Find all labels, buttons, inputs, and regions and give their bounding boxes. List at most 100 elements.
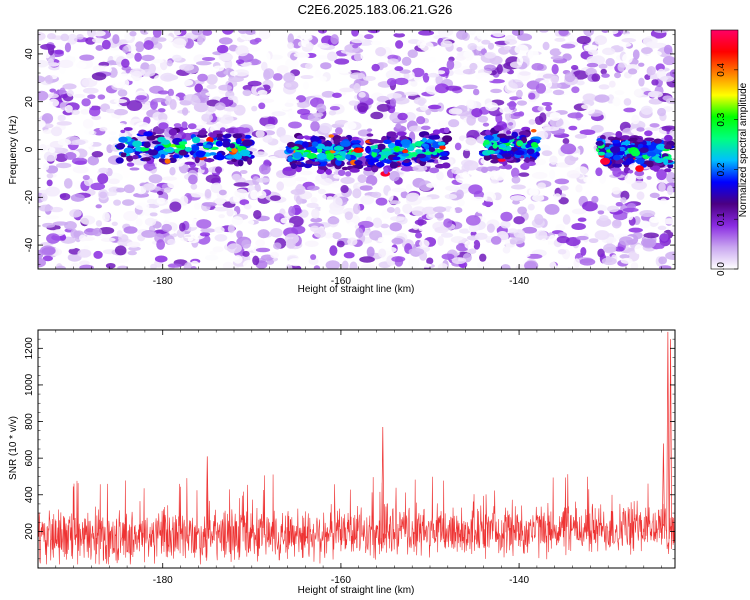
spectrogram-cell [331,180,342,189]
spectrogram-cell [371,63,380,72]
spectrogram-cell [98,226,115,235]
spectrogram-signal-cell [618,146,626,152]
spectrogram-cell [108,178,120,185]
spectrogram-cell [173,133,182,140]
spectrogram-signal-cell [354,159,363,166]
spectrogram-cell [71,109,80,115]
spectrogram-cell [59,193,71,201]
spectrogram-cell [542,41,550,51]
spectrogram-x-tick-label: -140 [509,276,529,287]
spectrogram-cell [666,185,674,196]
spectrogram-cell [79,264,94,269]
spectrogram-signal-cell [628,169,634,174]
spectrogram-cell [401,56,412,67]
spectrogram-signal-cell [366,133,374,137]
spectrogram-cell [288,206,296,217]
spectrogram-signal-cell [402,149,409,154]
spectrogram-cell [157,108,166,113]
spectrogram-cell [255,247,271,253]
spectrogram-signal-cell [132,140,143,148]
spectrogram-cell [38,60,49,68]
spectrogram-cell [434,226,449,234]
spectrogram-cell [190,183,198,190]
spectrogram-cell [448,108,463,115]
spectrogram-cell [38,177,47,188]
spectrogram-cell [116,187,126,193]
spectrogram-cell [408,247,425,256]
spectrogram-cell [511,176,521,184]
spectrogram-cell [379,96,389,101]
spectrogram-cell [91,115,102,121]
snr-y-tick-label: 400 [24,486,35,503]
spectrogram-x-tick-label: -160 [331,276,351,287]
spectrogram-cell [214,234,228,242]
spectrogram-cell [553,264,569,269]
spectrogram-cell [466,115,476,126]
spectrogram-cell [527,49,539,60]
spectrogram-cell [519,71,531,76]
spectrogram-cell [242,250,250,257]
spectrogram-cell [60,94,68,99]
spectrogram-y-ticks: -40 -20 0 20 40 [24,34,675,265]
spectrogram-cell [649,192,660,199]
spectrogram-signal-cell [135,146,143,152]
spectrogram-signal-cell [369,139,381,144]
spectrogram-cell [438,119,451,129]
spectrogram-cell [113,108,129,116]
spectrogram-cell [261,61,268,72]
spectrogram-signal-cell [232,133,243,139]
spectrogram-cell [380,223,390,229]
spectrogram-cell [624,173,637,185]
spectrogram-signal-cell [203,158,215,163]
spectrogram-cell [503,45,512,51]
spectrogram-cell [456,30,468,40]
spectrogram-cell [314,69,322,78]
spectrogram-cell [212,65,225,72]
spectrogram-cell [485,166,500,172]
spectrogram-cell [114,256,129,263]
spectrogram-cell [580,247,587,256]
spectrogram-cell [514,44,529,55]
spectrogram-cell [365,210,381,217]
spectrogram-cell [93,250,103,259]
spectrogram-cell [328,207,344,215]
spectrogram-cell [123,184,135,194]
colorbar-tick-label: 0.0 [716,262,727,276]
spectrogram-cell [583,44,599,50]
spectrogram-cell [91,151,104,158]
spectrogram-cell [64,104,73,113]
spectrogram-signal-cell [649,165,661,171]
spectrogram-signal-cell [164,158,171,164]
spectrogram-cell [205,174,221,184]
spectrogram-cell [618,42,632,48]
spectrogram-cell [462,144,473,151]
spectrogram-cell [614,72,622,79]
spectrogram-cell [507,228,518,234]
spectrogram-cell [117,89,128,97]
spectrogram-cell [418,226,435,233]
spectrogram-cell [276,64,289,74]
spectrogram-cell [408,125,423,132]
spectrogram-cell [126,100,143,111]
spectrogram-cell [169,98,177,110]
spectrogram-signal-cell [504,135,515,140]
spectrogram-cell [154,255,168,263]
spectrogram-cell [622,207,639,213]
spectrogram-signal-cell [437,141,446,146]
spectrogram-cell [236,230,243,239]
spectrogram-cell [180,195,189,206]
spectrogram-cell [349,261,358,269]
spectrogram-cell [411,67,425,78]
spectrogram-signal-cell [505,146,512,152]
spectrogram-cell [235,59,245,65]
spectrogram-signal-cell [364,155,373,160]
spectrogram-cell [422,72,430,83]
spectrogram-cell [601,73,610,78]
spectrogram-cell [620,257,633,264]
spectrogram-cell [459,228,471,234]
spectrogram-signal-cell [187,123,197,130]
spectrogram-y-tick-label: -40 [24,237,35,252]
spectrogram-cell [559,47,566,53]
spectrogram-cell [391,256,406,263]
spectrogram-cell [553,193,562,201]
